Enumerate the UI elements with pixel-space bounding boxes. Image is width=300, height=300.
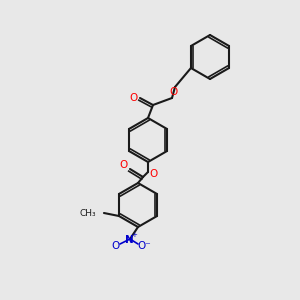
Text: O: O (119, 160, 127, 170)
Text: O: O (150, 169, 158, 179)
Text: +: + (131, 232, 137, 238)
Text: CH₃: CH₃ (79, 208, 96, 217)
Text: O⁻: O⁻ (137, 241, 151, 251)
Text: O: O (170, 87, 178, 97)
Text: N: N (124, 235, 134, 245)
Text: O: O (130, 93, 138, 103)
Text: O: O (111, 241, 119, 251)
